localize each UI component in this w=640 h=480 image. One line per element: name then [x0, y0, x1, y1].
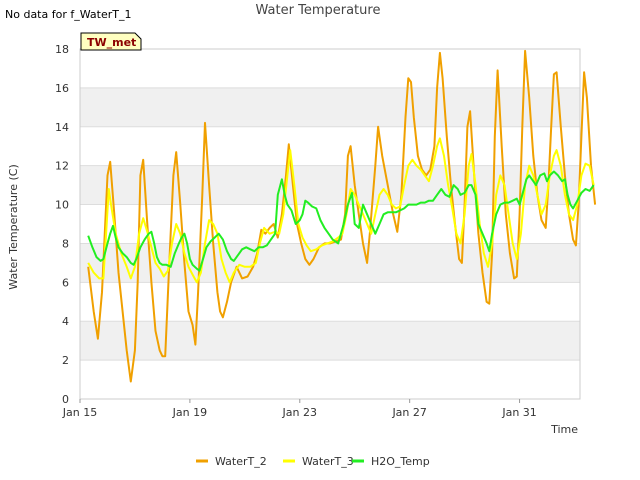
x-tick-label: Jan 31 [501, 406, 536, 419]
y-tick-label: 10 [55, 199, 69, 212]
y-tick-label: 6 [62, 276, 69, 289]
y-tick-label: 8 [62, 237, 69, 250]
station-badge: TW_met [80, 32, 142, 51]
legend-label-watert-3: WaterT_3 [302, 455, 354, 468]
grid-band [80, 87, 580, 127]
legend-label-watert-2: WaterT_2 [215, 455, 267, 468]
y-tick-label: 12 [55, 160, 69, 173]
grid-band [80, 321, 580, 361]
y-tick-label: 16 [55, 82, 69, 95]
legend-label-h2o-temp: H2O_Temp [371, 455, 430, 468]
y-tick-label: 2 [62, 354, 69, 367]
series-line-watert-3 [87, 137, 595, 284]
legend: WaterT_2 WaterT_3 H2O_Temp [196, 455, 430, 468]
station-badge-label: TW_met [87, 36, 136, 49]
y-tick-label: 18 [55, 43, 69, 56]
no-data-note: No data for f_WaterT_1 [5, 8, 132, 21]
series-line-h2o-temp [87, 170, 595, 272]
chart-title: Water Temperature [256, 3, 381, 18]
x-tick-label: Jan 15 [62, 406, 97, 419]
x-tick-label: Jan 23 [282, 406, 317, 419]
x-tick-label: Jan 19 [172, 406, 207, 419]
plot-area-frame [79, 48, 581, 400]
y-axis-label: Water Temperature (C) [7, 164, 20, 289]
y-tick-label: 0 [62, 393, 69, 406]
x-tick-label: Jan 27 [391, 406, 426, 419]
x-axis-label: Time [550, 423, 578, 436]
y-tick-label: 14 [55, 121, 69, 134]
y-tick-label: 4 [62, 315, 69, 328]
